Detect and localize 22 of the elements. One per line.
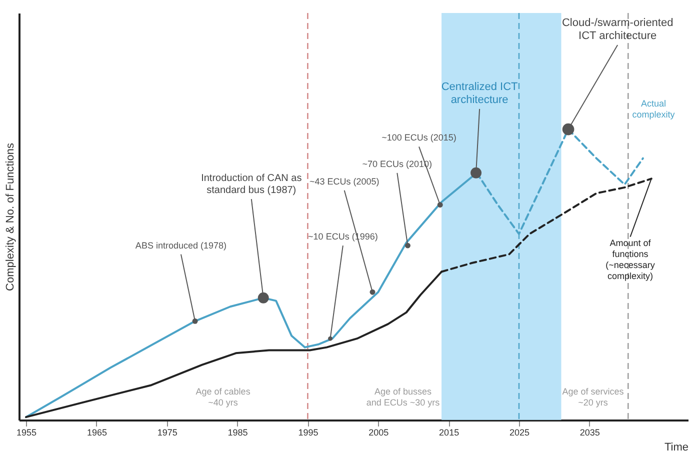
x-tick-label: 2035 xyxy=(580,428,600,438)
annotation: ~100 ECUs (2015) xyxy=(382,132,456,143)
y-axis-title: Complexity & No. of Functions xyxy=(4,142,16,291)
annotation: ABS introduced (1978) xyxy=(135,240,226,250)
x-tick-label: 1955 xyxy=(16,428,37,438)
annotation: Introduction of CAN as standard bus (1987) xyxy=(201,173,302,196)
annotation: Age of cables ~40 yrs xyxy=(196,386,251,408)
text: Actual complexity xyxy=(632,98,676,120)
x-tick-label: 1975 xyxy=(157,428,178,438)
annotation: Age of services ~20 yrs xyxy=(562,386,624,408)
text: Amount of functions (~necessary complexity) xyxy=(606,238,656,281)
x-tick-label: 2025 xyxy=(509,428,530,438)
x-tick-label: 1995 xyxy=(298,428,318,438)
annotation: Centralized ICT architecture xyxy=(441,80,518,106)
x-tick-label: 1965 xyxy=(86,428,107,438)
x-tick-label: 2015 xyxy=(439,428,460,438)
annotation: Age of busses and ECUs ~30 yrs xyxy=(366,386,440,408)
x-axis-title: Time xyxy=(664,442,688,454)
annotation: ~43 ECUs (2005) xyxy=(309,176,380,186)
x-tick-label: 1985 xyxy=(228,428,248,438)
annotation: Cloud-/swarm-oriented ICT architecture xyxy=(562,16,674,42)
x-tick-label: 2005 xyxy=(368,428,389,438)
